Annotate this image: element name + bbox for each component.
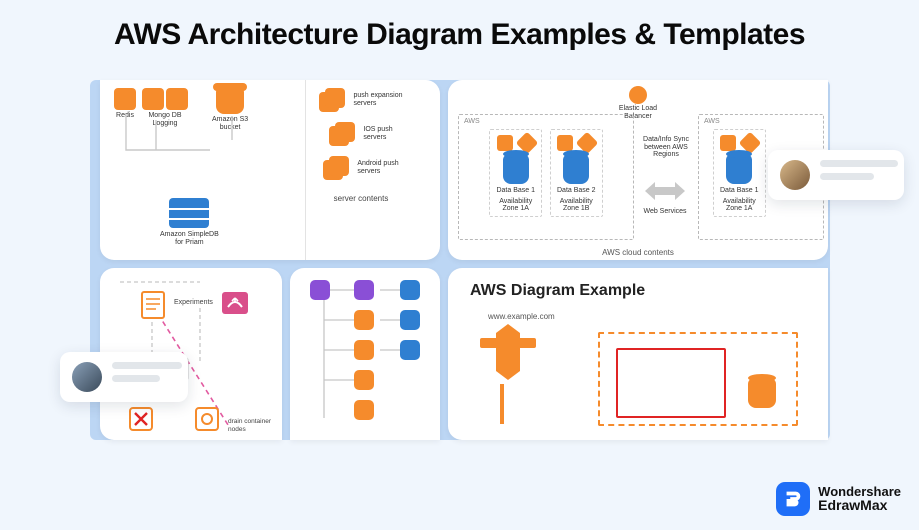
sync-label: Data/Info Sync between AWS Regions: [638, 136, 694, 159]
server-stack-icon: [323, 156, 351, 180]
template-card-5[interactable]: AWS Diagram Example www.example.com: [448, 268, 828, 440]
tree-node-icon: [354, 400, 374, 420]
availability-zone-1b: Data Base 2 Availability Zone 1B: [550, 129, 603, 217]
db-label-1: Data Base 2: [557, 187, 596, 195]
ec2-icon: [497, 135, 513, 151]
zone-label-0: Availability Zone 1A: [499, 198, 532, 213]
tree-node-icon: [400, 280, 420, 300]
avatar: [780, 160, 810, 190]
brand-footer: Wondershare EdrawMax: [776, 482, 901, 516]
comment-bubble-right: [768, 150, 904, 200]
database-icon: [563, 154, 589, 184]
s3-label: Amazon S3 bucket: [212, 116, 248, 131]
tree-node-icon: [354, 310, 374, 330]
server-label-0: push expansion servers: [353, 92, 402, 107]
connector-line: [500, 384, 504, 424]
web-services-label: Web Services: [640, 208, 690, 216]
skeleton-lines: [112, 362, 182, 382]
elb-icon: [629, 86, 647, 104]
region-tag: AWS: [462, 118, 482, 125]
simpledb-label: Amazon SimpleDB for Priam: [160, 231, 219, 246]
route53-icon: [478, 324, 538, 384]
server-stack-icon: [319, 88, 347, 112]
region-tag: AWS: [702, 118, 722, 125]
redis-icon: [114, 88, 136, 110]
skeleton-lines: [820, 160, 898, 180]
ec2-icon: [720, 135, 736, 151]
zone-label-1: Availability Zone 1B: [560, 198, 593, 213]
server-label-2: Android push servers: [357, 160, 398, 175]
db-label-0: Data Base 1: [496, 187, 535, 195]
tree-node-icon: [310, 280, 330, 300]
card5-title: AWS Diagram Example: [470, 282, 645, 300]
tree-node-icon: [400, 310, 420, 330]
availability-zone-right-1a: Data Base 1 Availability Zone 1A: [713, 129, 766, 217]
server-stack-icon: [329, 122, 357, 146]
subnet-boundary: [616, 348, 726, 418]
edrawmax-logo-icon: [776, 482, 810, 516]
svg-text:nodes: nodes: [228, 426, 246, 433]
db-label-2: Data Base 1: [720, 187, 759, 195]
tree-node-icon: [354, 280, 374, 300]
template-card-1[interactable]: Redis Mongo DB Logging Amazon S3 bucket …: [100, 80, 440, 260]
tree-node-icon: [354, 370, 374, 390]
server-contents-caption: server contents: [334, 194, 389, 203]
mongo-icon: [142, 88, 164, 110]
ec2-icon: [557, 135, 573, 151]
simpledb-icon: [169, 198, 209, 228]
example-url: www.example.com: [488, 312, 555, 321]
mongo-icon-2: [166, 88, 188, 110]
avatar: [72, 362, 102, 392]
page-title: AWS Architecture Diagram Examples & Temp…: [0, 18, 919, 52]
rds-icon: [748, 378, 776, 408]
database-icon: [726, 154, 752, 184]
availability-zone-1a: Data Base 1 Availability Zone 1A: [489, 129, 542, 217]
template-card-4[interactable]: [290, 268, 440, 440]
comment-bubble-left: [60, 352, 188, 402]
tree-node-icon: [400, 340, 420, 360]
brand-line-2: EdrawMax: [818, 498, 901, 513]
server-list: push expansion servers IOS push servers …: [306, 88, 416, 203]
server-label-1: IOS push servers: [363, 126, 392, 141]
bidirectional-arrow-icon: [642, 176, 688, 206]
aws-region-left: AWS Data Base 1 Availability Zone 1A Dat…: [458, 114, 634, 240]
zone-label-2: Availability Zone 1A: [723, 198, 756, 213]
database-icon: [503, 154, 529, 184]
svg-text:Experiments: Experiments: [174, 299, 213, 306]
card2-caption: AWS cloud contents: [448, 248, 828, 257]
mongo-label: Mongo DB Logging: [148, 112, 181, 127]
brand-line-1: Wondershare: [818, 485, 901, 499]
svg-text:drain container: drain container: [228, 418, 272, 425]
redis-label: Redis: [116, 112, 134, 120]
s3-bucket-icon: [216, 88, 244, 114]
tree-node-icon: [354, 340, 374, 360]
caption-left: AWS cloud contents: [602, 248, 674, 257]
